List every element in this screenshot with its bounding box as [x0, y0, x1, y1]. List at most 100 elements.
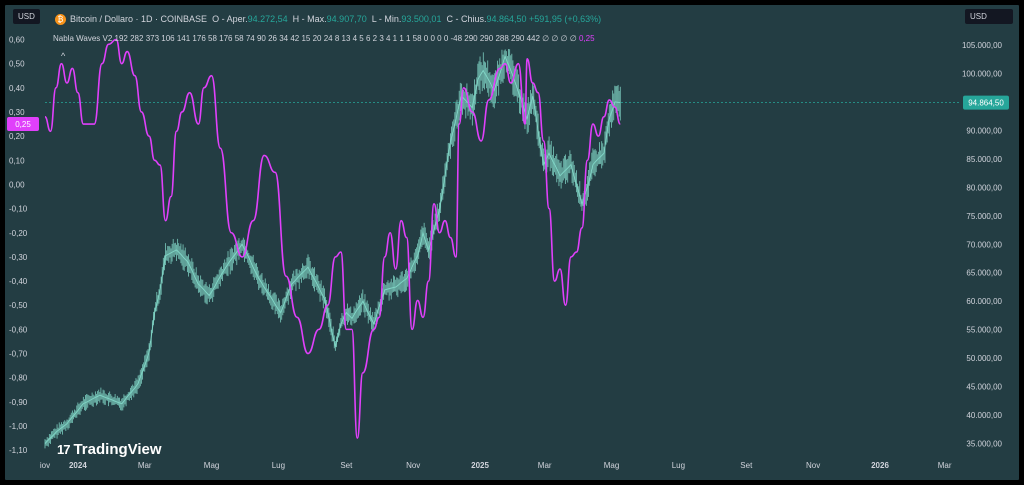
indicator-param: 58: [234, 34, 246, 43]
indicator-param: 176: [192, 34, 208, 43]
indicator-param: 373: [145, 34, 162, 43]
x-axis-tick: 2026: [871, 461, 889, 470]
price-axis-tick: 75.000,00: [966, 212, 1002, 221]
x-axis-tick: iov: [40, 461, 50, 470]
x-axis-tick: Mar: [538, 461, 552, 470]
indicator-axis-tick: 0,50: [9, 60, 25, 69]
price-axis-tick: 70.000,00: [966, 240, 1002, 249]
price-axis-tick: 100.000,00: [962, 69, 1003, 78]
open-value: 94.272,54: [247, 14, 288, 24]
x-axis-tick: Set: [740, 461, 753, 470]
indicator-param: 1: [399, 34, 406, 43]
price-axis-tick: 40.000,00: [966, 411, 1002, 420]
bitcoin-icon: ₿: [55, 14, 66, 26]
indicator-axis-tick: 0,20: [9, 132, 25, 141]
indicator-axis-tick: -0,10: [9, 205, 28, 214]
indicator-param: 13: [341, 34, 353, 43]
indicator-param: 4: [352, 34, 360, 43]
indicator-param: 20: [312, 34, 324, 43]
indicator-param: 8: [334, 34, 342, 43]
indicator-param: 442: [526, 34, 543, 43]
indicator-param: 0: [430, 34, 438, 43]
indicator-empties: ∅ ∅ ∅ ∅: [542, 34, 577, 43]
x-axis-tick: Mar: [138, 461, 152, 470]
price-axis-tick: 35.000,00: [966, 440, 1002, 449]
price-axis-tick: 85.000,00: [966, 155, 1002, 164]
indicator-param: 290: [511, 34, 527, 43]
indicator-param: 1: [406, 34, 413, 43]
indicator-param: 282: [130, 34, 146, 43]
indicator-param: 4: [385, 34, 393, 43]
tradingview-logo-icon: 17: [57, 442, 71, 457]
last-price-label-bg: [963, 95, 1009, 110]
indicator-axis-tick: -0,50: [9, 301, 28, 310]
symbol-title[interactable]: Bitcoin / Dollaro · 1D · COINBASE: [70, 14, 208, 24]
indicator-param: 58: [208, 34, 220, 43]
price-axis-tick: 90.000,00: [966, 126, 1002, 135]
indicator-axis-tick: -0,30: [9, 253, 28, 262]
price-axis-tick: 80.000,00: [966, 183, 1002, 192]
indicator-axis-tick: -1,10: [9, 446, 28, 455]
x-axis-tick: Nov: [806, 461, 820, 470]
price-axis-tick: 60.000,00: [966, 297, 1002, 306]
indicator-param: 176: [219, 34, 235, 43]
indicator-axis-tick: -0,40: [9, 277, 28, 286]
indicator-param: 1: [392, 34, 400, 43]
indicator-param: 2: [372, 34, 380, 43]
x-axis-tick: Mag: [604, 461, 620, 470]
x-axis-tick: Set: [340, 461, 353, 470]
indicator-axis-tick: -0,90: [9, 398, 28, 407]
indicator-last-value: 0,25: [578, 34, 595, 43]
low-value: 93.500,01: [401, 14, 442, 24]
indicator-param: 290: [464, 34, 480, 43]
indicator-param: 74: [245, 34, 257, 43]
price-axis-tick: 45.000,00: [966, 383, 1002, 392]
indicator-axis-tick: -0,60: [9, 325, 28, 334]
tradingview-logo: 17 TradingView: [57, 441, 162, 458]
indicator-param: 42: [290, 34, 302, 43]
indicator-axis-tick: -0,80: [9, 374, 28, 383]
currency-right-badge[interactable]: USD: [965, 9, 1013, 24]
indicator-param: 0: [443, 34, 451, 43]
currency-left-badge[interactable]: USD: [13, 9, 40, 24]
symbol-header: ₿ Bitcoin / Dollaro · 1D · COINBASE O - A…: [55, 14, 601, 26]
x-axis-tick: 2024: [69, 461, 87, 470]
indicator-legend[interactable]: Nabla Waves V2 192 282 373 106 141 176 5…: [53, 34, 595, 43]
indicator-axis-tick: 0,30: [9, 108, 25, 117]
indicator-axis-tick: 0,00: [9, 180, 25, 189]
price-axis-tick: 65.000,00: [966, 269, 1002, 278]
indicator-param: 141: [176, 34, 193, 43]
indicator-series-line: [44, 38, 622, 439]
indicator-param: 5: [359, 34, 366, 43]
indicator-param: 15: [301, 34, 313, 43]
indicator-axis-tick: 0,40: [9, 84, 25, 93]
indicator-axis-tick: -1,00: [9, 422, 28, 431]
logo-text: TradingView: [73, 441, 162, 458]
x-axis-tick: Nov: [406, 461, 420, 470]
high-label: H - Max.: [292, 14, 327, 24]
indicator-param: 288: [495, 34, 512, 43]
indicator-last-label-bg: [7, 117, 39, 132]
x-axis-tick: Mag: [204, 461, 220, 470]
collapse-caret-icon[interactable]: ^: [61, 51, 66, 61]
indicator-param: 90: [256, 34, 269, 43]
high-value: 94.907,70: [326, 14, 367, 24]
indicator-last-label: 0,25: [15, 120, 31, 129]
price-axis-tick: 105.000,00: [962, 41, 1003, 50]
indicator-axis-tick: -0,20: [9, 229, 28, 238]
last-price-label: 94.864,50: [968, 99, 1004, 108]
indicator-param: 0: [437, 34, 444, 43]
indicator-axis-tick: 0,10: [9, 156, 25, 165]
indicator-name: Nabla Waves V2: [53, 34, 113, 43]
chart-svg[interactable]: 0,60 0,50 0,40 0,30 0,20 0,10 0,00 -0,10 -0,20 -0…: [5, 5, 1019, 480]
indicator-param: 6: [365, 34, 373, 43]
x-axis-tick: Lug: [672, 461, 685, 470]
indicator-param: 58: [412, 34, 424, 43]
x-axis-tick: 2025: [471, 461, 489, 470]
indicator-axis-tick: -0,70: [9, 350, 28, 359]
indicator-param: 106: [161, 34, 177, 43]
indicator-params: 192 282 373 106 141 176 58 176 58 74 90 …: [115, 34, 543, 43]
x-axis-tick: Mar: [938, 461, 952, 470]
low-label: L - Min.: [371, 14, 402, 24]
